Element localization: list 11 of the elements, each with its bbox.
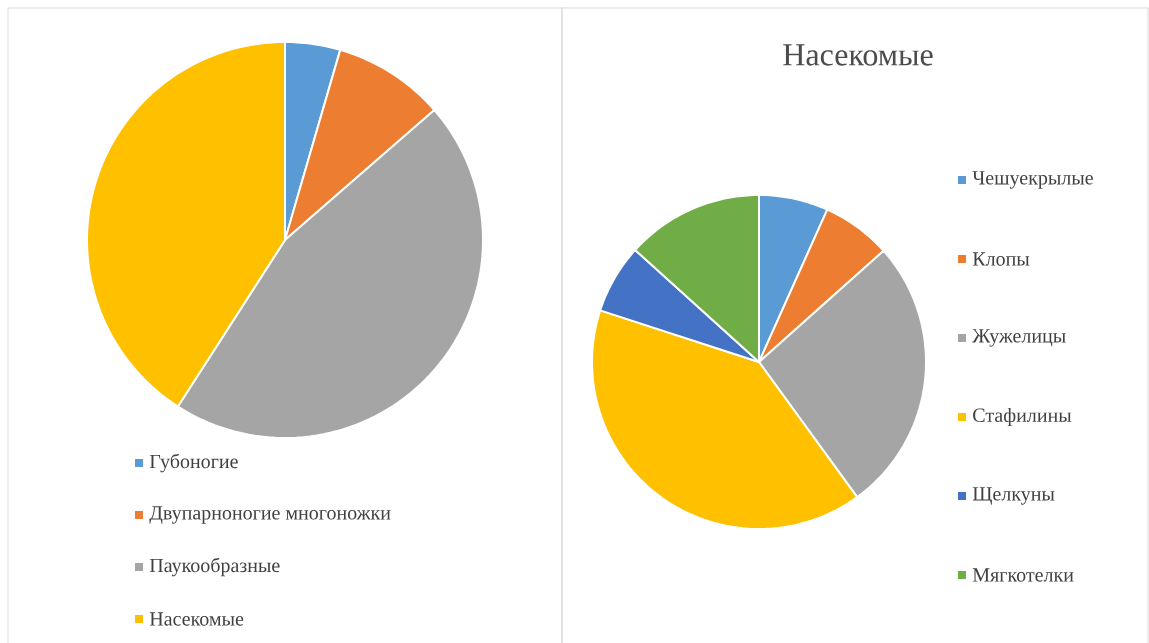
legend-label: Двупарноногие многоножки [149, 506, 391, 524]
legend-label: Жужелицы [972, 329, 1066, 347]
legend-label: Паукообразные [149, 557, 280, 577]
legend-label: Мягкотелки [972, 568, 1074, 582]
legend-label: Насекомые [149, 612, 244, 626]
legend-label: Губоногие [149, 453, 238, 473]
chart-title: Насекомые [783, 44, 933, 66]
legend-label: Щелкуны [972, 487, 1055, 505]
legend-label: Стафилины [973, 407, 1072, 427]
legend-label: Клопы [972, 252, 1030, 266]
legend-label: Чешуекрылые [972, 171, 1093, 189]
